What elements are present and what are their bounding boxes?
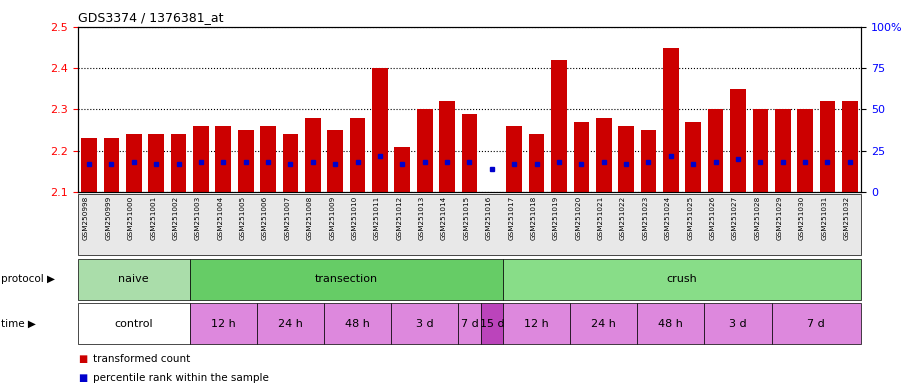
Bar [215,126,231,192]
Text: GSM251012: GSM251012 [397,196,402,240]
Bar [507,126,522,192]
Bar [551,60,567,192]
Bar [283,134,299,192]
Text: GSM251001: GSM251001 [150,196,156,240]
Text: 48 h: 48 h [659,318,683,329]
Text: GSM251032: GSM251032 [844,196,850,240]
Text: 15 d: 15 d [479,318,504,329]
Text: GSM251022: GSM251022 [620,196,626,240]
Text: GSM251020: GSM251020 [575,196,582,240]
Text: 3 d: 3 d [729,318,747,329]
Text: GSM251027: GSM251027 [732,196,738,240]
Text: GSM250999: GSM250999 [105,196,112,240]
Bar [193,126,209,192]
Text: ■: ■ [78,373,87,383]
Text: transformed count: transformed count [93,354,190,364]
Bar [104,138,119,192]
Text: percentile rank within the sample: percentile rank within the sample [93,373,268,383]
Bar [372,68,387,192]
Text: GSM251024: GSM251024 [665,196,671,240]
Text: GSM251007: GSM251007 [285,196,290,240]
Text: GSM251023: GSM251023 [642,196,649,240]
Text: ■: ■ [78,354,87,364]
Text: GSM251006: GSM251006 [262,196,268,240]
Bar [126,134,142,192]
Bar [305,118,321,192]
Bar [730,89,746,192]
Bar [462,114,477,192]
Bar [596,118,612,192]
Text: GSM251025: GSM251025 [687,196,693,240]
Bar [440,101,455,192]
Text: GSM251021: GSM251021 [598,196,604,240]
Bar [327,130,343,192]
Text: 12 h: 12 h [211,318,235,329]
Text: GSM251002: GSM251002 [172,196,179,240]
Bar [753,109,769,192]
Bar [238,130,254,192]
Text: GSM251014: GSM251014 [442,196,447,240]
Text: 7 d: 7 d [461,318,478,329]
Text: GDS3374 / 1376381_at: GDS3374 / 1376381_at [78,12,224,25]
Text: GSM251017: GSM251017 [508,196,514,240]
Bar [417,109,432,192]
Bar [395,147,410,192]
Text: GSM251026: GSM251026 [710,196,715,240]
Text: GSM251030: GSM251030 [799,196,805,240]
Bar [618,126,634,192]
Text: naive: naive [118,274,149,285]
Bar [529,134,544,192]
Text: GSM251005: GSM251005 [240,196,245,240]
Text: GSM251004: GSM251004 [217,196,224,240]
Text: GSM251029: GSM251029 [777,196,782,240]
Text: GSM250998: GSM250998 [83,196,89,240]
Text: 3 d: 3 d [416,318,433,329]
Text: GSM251013: GSM251013 [419,196,425,240]
Text: crush: crush [667,274,697,285]
Bar [663,48,679,192]
Text: GSM251031: GSM251031 [822,196,827,240]
Text: GSM251000: GSM251000 [128,196,134,240]
Text: 12 h: 12 h [524,318,549,329]
Text: control: control [114,318,153,329]
Bar [350,118,365,192]
Text: GSM251009: GSM251009 [329,196,335,240]
Bar [842,101,857,192]
Text: GSM251016: GSM251016 [485,196,492,240]
Bar [148,134,164,192]
Text: GSM251019: GSM251019 [553,196,559,240]
Text: GSM251018: GSM251018 [530,196,537,240]
Bar [260,126,276,192]
Text: 24 h: 24 h [278,318,303,329]
Bar [170,134,186,192]
Text: GSM251010: GSM251010 [352,196,357,240]
Text: 7 d: 7 d [807,318,825,329]
Bar [685,122,701,192]
Text: time ▶: time ▶ [1,318,36,329]
Text: GSM251011: GSM251011 [374,196,380,240]
Bar [640,130,656,192]
Bar [820,101,835,192]
Text: GSM251028: GSM251028 [755,196,760,240]
Bar [797,109,812,192]
Bar [708,109,724,192]
Text: 24 h: 24 h [591,318,616,329]
Text: protocol ▶: protocol ▶ [1,274,55,285]
Text: transection: transection [315,274,378,285]
Text: GSM251008: GSM251008 [307,196,312,240]
Text: 48 h: 48 h [345,318,370,329]
Text: GSM251003: GSM251003 [195,196,201,240]
Bar [82,138,97,192]
Bar [775,109,791,192]
Bar [573,122,589,192]
Text: GSM251015: GSM251015 [463,196,469,240]
